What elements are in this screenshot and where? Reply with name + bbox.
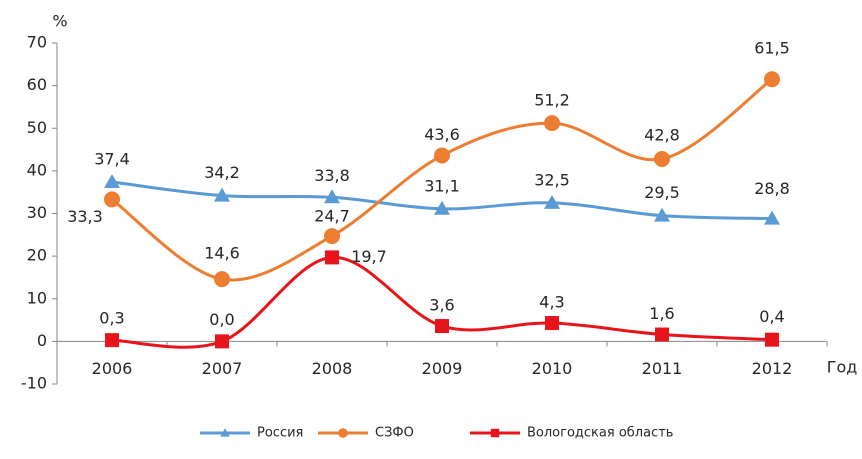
- marker: [434, 147, 450, 164]
- legend-marker: [490, 428, 500, 438]
- x-tick-label: 2008: [312, 359, 353, 378]
- x-tick-label: 2007: [202, 359, 243, 378]
- y-tick-label: 70: [27, 33, 47, 52]
- marker: [104, 191, 120, 208]
- data-label: 61,5: [754, 39, 790, 58]
- legend-marker: [338, 428, 348, 438]
- marker: [544, 115, 560, 132]
- marker: [654, 150, 670, 167]
- data-label: 42,8: [644, 125, 680, 144]
- data-label: 33,8: [314, 166, 350, 185]
- y-tick-label: 60: [27, 75, 47, 94]
- y-tick-label: 40: [27, 160, 47, 179]
- y-tick-label: -10: [21, 374, 47, 393]
- x-tick-label: 2012: [752, 359, 793, 378]
- data-label: 29,5: [644, 183, 680, 202]
- marker: [324, 189, 340, 204]
- x-axis-label: Год: [827, 358, 858, 377]
- data-label: 32,5: [534, 170, 570, 189]
- marker: [434, 200, 450, 215]
- marker: [544, 194, 560, 209]
- data-label: 1,6: [649, 304, 674, 323]
- data-label: 34,2: [204, 163, 240, 182]
- data-label: 0,4: [759, 307, 784, 326]
- legend-label: Россия: [257, 426, 303, 441]
- data-label: 31,1: [424, 176, 460, 195]
- x-tick-label: 2010: [532, 359, 573, 378]
- marker: [545, 316, 559, 331]
- data-label: 19,7: [351, 247, 387, 266]
- data-label: 28,8: [754, 179, 790, 198]
- marker: [654, 207, 670, 222]
- y-axis-label: %: [52, 12, 67, 31]
- marker: [105, 333, 119, 348]
- marker: [655, 327, 669, 342]
- x-tick-label: 2009: [422, 359, 463, 378]
- legend-label: Вологодская область: [527, 426, 673, 441]
- data-label: 37,4: [94, 149, 130, 168]
- y-tick-label: 10: [27, 288, 47, 307]
- data-label: 51,2: [534, 91, 570, 110]
- x-tick-label: 2011: [642, 359, 683, 378]
- marker: [324, 228, 340, 245]
- legend-marker: [220, 428, 230, 437]
- data-label: 0,0: [209, 310, 234, 329]
- data-label: 43,6: [424, 125, 460, 144]
- marker: [214, 271, 230, 288]
- marker: [435, 319, 449, 334]
- data-label: 33,3: [67, 207, 103, 226]
- data-label: 4,3: [539, 293, 564, 312]
- data-label: 0,3: [99, 309, 124, 328]
- y-tick-label: 20: [27, 246, 47, 265]
- marker: [325, 250, 339, 265]
- data-label: 14,6: [204, 244, 240, 263]
- y-tick-label: 50: [27, 118, 47, 137]
- marker: [764, 71, 780, 88]
- legend-label: СЗФО: [375, 426, 414, 441]
- marker: [215, 334, 229, 349]
- marker: [764, 210, 780, 225]
- x-tick-label: 2006: [92, 359, 133, 378]
- marker: [214, 187, 230, 202]
- data-label: 24,7: [314, 207, 350, 226]
- marker: [104, 173, 120, 188]
- data-label: 3,6: [429, 296, 454, 315]
- y-tick-label: 30: [27, 203, 47, 222]
- y-tick-label: 0: [37, 331, 47, 350]
- marker: [765, 332, 779, 347]
